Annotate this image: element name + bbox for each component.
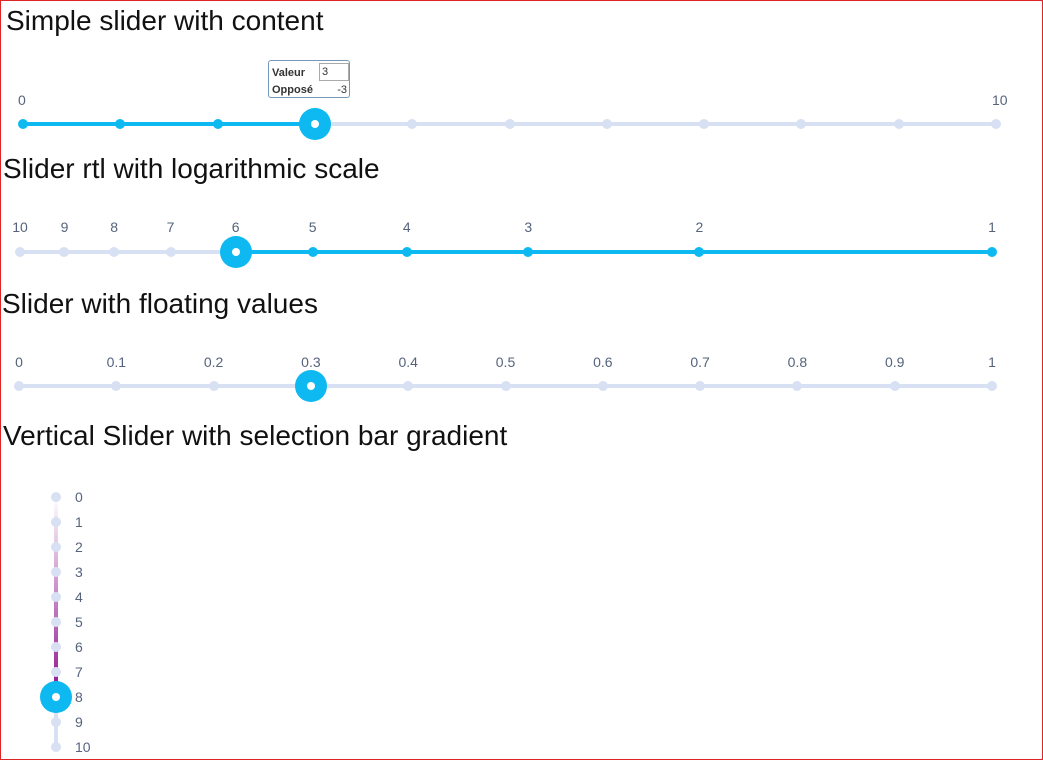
rtl-log-slider-tick[interactable] — [59, 247, 70, 257]
rtl-log-tick-label: 8 — [110, 219, 119, 235]
rtl-log-slider-tick[interactable] — [15, 247, 25, 257]
vertical-slider-handle[interactable] — [40, 681, 72, 713]
rtl-log-tick-label: 4 — [402, 219, 411, 235]
rtl-log-slider-title: Slider rtl with logarithmic scale — [3, 153, 380, 184]
rtl-log-tick-label: 9 — [60, 219, 69, 235]
rtl-log-slider-selection-bar — [235, 250, 992, 254]
opposite-label: Opposé — [272, 84, 313, 96]
vertical-tick-label: 7 — [75, 664, 83, 680]
rtl-log-slider-tick[interactable] — [165, 247, 176, 257]
vertical-slider-tick[interactable] — [51, 742, 61, 752]
vertical-tick-label: 3 — [75, 564, 83, 580]
tick-label-max: 10 — [992, 92, 1008, 108]
simple-slider-handle[interactable] — [298, 108, 331, 140]
floating-slider-tick[interactable] — [500, 381, 511, 391]
simple-slider-tick[interactable] — [991, 119, 1001, 129]
rtl-log-slider-tick[interactable] — [987, 247, 997, 257]
rtl-log-slider-handle[interactable] — [219, 236, 252, 268]
floating-slider-tick[interactable] — [403, 381, 414, 391]
vertical-slider-tick[interactable] — [51, 667, 61, 677]
floating-slider-tick[interactable] — [14, 381, 24, 391]
floating-tick-label: 1 — [988, 354, 996, 370]
simple-slider-tick[interactable] — [601, 119, 612, 129]
rtl-log-tick-label: 1 — [988, 219, 996, 235]
vertical-tick-label: 1 — [75, 514, 83, 530]
simple-slider-tick[interactable] — [115, 119, 126, 129]
floating-tick-label: 0.6 — [593, 354, 613, 370]
vertical-tick-label: 8 — [75, 689, 83, 705]
vertical-tick-label: 0 — [75, 489, 83, 505]
vertical-tick-label: 5 — [75, 614, 83, 630]
floating-tick-label: 0.4 — [398, 354, 418, 370]
rtl-log-tick-label: 7 — [166, 219, 175, 235]
vertical-slider-tick[interactable] — [51, 517, 61, 527]
opposite-value: -3 — [337, 84, 347, 96]
vertical-slider-tick[interactable] — [51, 592, 61, 602]
floating-slider-tick[interactable] — [889, 381, 900, 391]
vertical-tick-label: 2 — [75, 539, 83, 555]
value-label: Valeur — [272, 67, 306, 79]
rtl-log-tick-label: 5 — [308, 219, 317, 235]
simple-slider-tick[interactable] — [893, 119, 904, 129]
floating-slider-handle[interactable] — [294, 370, 327, 402]
floating-tick-label: 0 — [15, 354, 23, 370]
floating-tick-label: 0.1 — [106, 354, 127, 370]
simple-slider-selection-bar — [23, 122, 315, 126]
floating-slider-tick[interactable] — [695, 381, 706, 391]
simple-slider-tick[interactable] — [504, 119, 515, 129]
vertical-tick-label: 6 — [75, 639, 83, 655]
rtl-log-slider-tick[interactable] — [694, 247, 705, 257]
floating-tick-label: 0.9 — [884, 354, 905, 370]
vertical-slider-title: Vertical Slider with selection bar gradi… — [3, 420, 508, 451]
floating-slider-tick[interactable] — [111, 381, 122, 391]
rtl-log-slider-tick[interactable] — [109, 247, 120, 257]
rtl-log-slider-tick[interactable] — [307, 247, 318, 257]
floating-slider-tick[interactable] — [597, 381, 608, 391]
tick-label-min: 0 — [18, 92, 26, 108]
rtl-log-tick-label: 3 — [524, 219, 533, 235]
simple-slider-tick[interactable] — [699, 119, 710, 129]
value-input[interactable] — [319, 63, 349, 81]
floating-tick-label: 0.7 — [690, 354, 710, 370]
vertical-slider-tick[interactable] — [51, 492, 61, 502]
rtl-log-tick-label: 6 — [231, 219, 240, 235]
simple-slider-tick[interactable] — [18, 119, 28, 129]
rtl-log-slider-tick[interactable] — [401, 247, 412, 257]
floating-slider-tick[interactable] — [792, 381, 803, 391]
floating-slider-title: Slider with floating values — [2, 288, 318, 319]
floating-slider-tick[interactable] — [987, 381, 997, 391]
simple-slider-tick[interactable] — [407, 119, 418, 129]
floating-tick-label: 0.8 — [787, 354, 808, 370]
rtl-log-tick-label: 10 — [12, 219, 28, 235]
rtl-log-tick-label: 2 — [695, 219, 704, 235]
vertical-slider-tick[interactable] — [51, 567, 61, 577]
floating-tick-label: 0.5 — [495, 354, 516, 370]
vertical-slider-tick[interactable] — [51, 617, 61, 627]
value-tooltip: Valeur Opposé -3 — [268, 60, 350, 98]
vertical-tick-label: 4 — [75, 589, 83, 605]
floating-slider-tick[interactable] — [208, 381, 219, 391]
vertical-tick-label: 10 — [75, 739, 91, 755]
simple-slider-title: Simple slider with content — [6, 5, 324, 36]
simple-slider-tick[interactable] — [796, 119, 807, 129]
floating-tick-label: 0.2 — [203, 354, 224, 370]
vertical-slider-tick[interactable] — [51, 542, 61, 552]
vertical-slider-tick[interactable] — [51, 642, 61, 652]
vertical-slider-tick[interactable] — [51, 717, 61, 727]
rtl-log-slider-tick[interactable] — [523, 247, 534, 257]
simple-slider-tick[interactable] — [212, 119, 223, 129]
floating-tick-label: 0.3 — [301, 354, 321, 370]
vertical-tick-label: 9 — [75, 714, 83, 730]
